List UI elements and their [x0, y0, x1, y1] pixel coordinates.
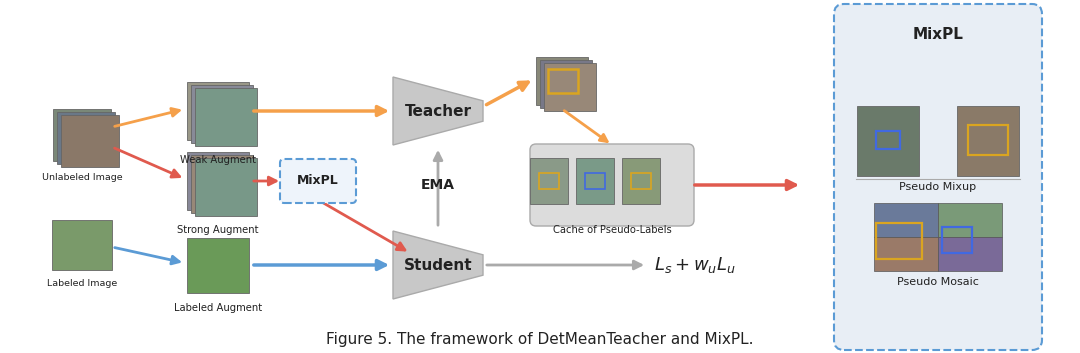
Bar	[52, 220, 112, 270]
Bar	[585, 173, 605, 189]
Bar	[191, 155, 253, 213]
Text: $L_s + w_u L_u$: $L_s + w_u L_u$	[654, 255, 735, 275]
Polygon shape	[393, 77, 483, 145]
Bar	[195, 158, 257, 216]
Bar	[876, 223, 922, 259]
Bar	[539, 173, 559, 189]
Bar	[530, 158, 568, 204]
Bar	[57, 112, 114, 164]
Text: MixPL: MixPL	[913, 26, 963, 42]
Bar	[631, 173, 651, 189]
Text: Student: Student	[404, 257, 472, 273]
Bar	[195, 88, 257, 146]
Text: Weak Augment: Weak Augment	[180, 155, 256, 165]
Bar	[876, 131, 900, 149]
Bar	[191, 85, 253, 143]
Bar	[187, 82, 249, 140]
Bar	[60, 115, 119, 167]
Bar	[939, 203, 1002, 237]
Text: Teacher: Teacher	[405, 103, 472, 119]
Bar	[874, 237, 939, 271]
Text: MixPL: MixPL	[297, 174, 339, 187]
Text: Cache of Pseudo-Labels: Cache of Pseudo-Labels	[553, 225, 672, 235]
Bar	[187, 238, 249, 293]
Bar	[968, 125, 1008, 155]
Bar	[622, 158, 660, 204]
Text: Strong Augment: Strong Augment	[177, 225, 259, 235]
Bar	[53, 109, 111, 161]
Text: Figure 5. The framework of DetMeanTeacher and MixPL.: Figure 5. The framework of DetMeanTeache…	[326, 332, 754, 347]
Bar	[942, 227, 972, 253]
Bar	[548, 69, 578, 93]
Text: Pseudo Mixup: Pseudo Mixup	[900, 182, 976, 192]
Bar	[939, 237, 1002, 271]
Bar	[874, 203, 939, 237]
Text: Unlabeled Image: Unlabeled Image	[42, 173, 122, 182]
Bar	[540, 60, 592, 108]
FancyBboxPatch shape	[530, 144, 694, 226]
Text: EMA: EMA	[421, 178, 455, 192]
FancyBboxPatch shape	[834, 4, 1042, 350]
Text: Labeled Augment: Labeled Augment	[174, 303, 262, 313]
Text: Labeled Image: Labeled Image	[46, 279, 117, 288]
Bar	[536, 57, 588, 105]
Bar	[858, 106, 919, 176]
FancyBboxPatch shape	[280, 159, 356, 203]
Bar	[187, 152, 249, 210]
Bar	[957, 106, 1020, 176]
Text: Pseudo Mosaic: Pseudo Mosaic	[897, 277, 978, 287]
Bar	[576, 158, 615, 204]
Bar	[544, 63, 596, 111]
Polygon shape	[393, 231, 483, 299]
